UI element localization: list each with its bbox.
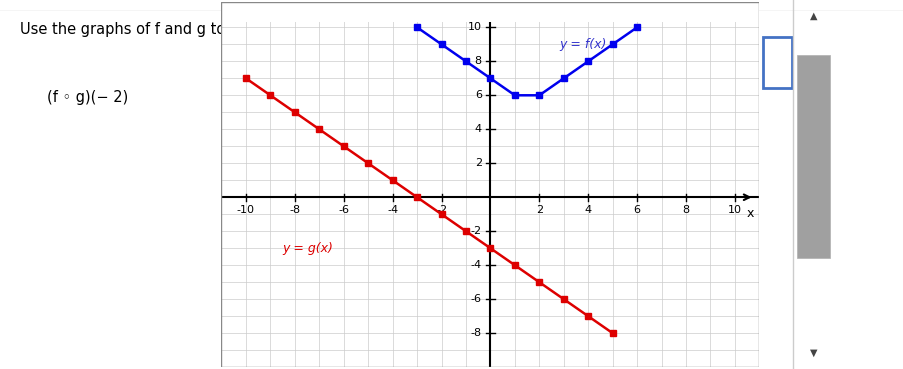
Text: -2: -2 xyxy=(470,226,481,236)
Text: Use the graphs of f and g to evaluate the composite function.: Use the graphs of f and g to evaluate th… xyxy=(20,22,471,37)
Text: -6: -6 xyxy=(470,294,481,304)
Text: 6: 6 xyxy=(474,90,481,100)
Text: y = f(x): y = f(x) xyxy=(558,38,606,51)
Text: (f ◦ g)(− 2) =: (f ◦ g)(− 2) = xyxy=(636,48,733,63)
Text: x: x xyxy=(746,207,754,220)
Text: -6: -6 xyxy=(338,205,349,215)
Text: -10: -10 xyxy=(237,205,255,215)
Text: 10: 10 xyxy=(727,205,741,215)
Text: 8: 8 xyxy=(682,205,689,215)
Text: 6: 6 xyxy=(633,205,640,215)
Text: -4: -4 xyxy=(386,205,397,215)
FancyBboxPatch shape xyxy=(796,55,829,258)
Text: 2: 2 xyxy=(535,205,543,215)
FancyBboxPatch shape xyxy=(762,37,791,87)
Text: y = g(x): y = g(x) xyxy=(283,242,333,255)
Text: (f ◦ g)(− 2): (f ◦ g)(− 2) xyxy=(47,90,128,105)
Text: ▲: ▲ xyxy=(809,11,816,21)
Text: ▼: ▼ xyxy=(809,348,816,358)
Text: -8: -8 xyxy=(289,205,300,215)
Text: 4: 4 xyxy=(474,124,481,134)
Bar xyxy=(209,0,771,22)
Text: 10: 10 xyxy=(468,23,481,32)
Text: 2: 2 xyxy=(474,158,481,168)
Text: 8: 8 xyxy=(474,56,481,66)
Text: -2: -2 xyxy=(435,205,447,215)
Text: 4: 4 xyxy=(584,205,591,215)
Text: -8: -8 xyxy=(470,328,481,338)
Text: -4: -4 xyxy=(470,260,481,270)
